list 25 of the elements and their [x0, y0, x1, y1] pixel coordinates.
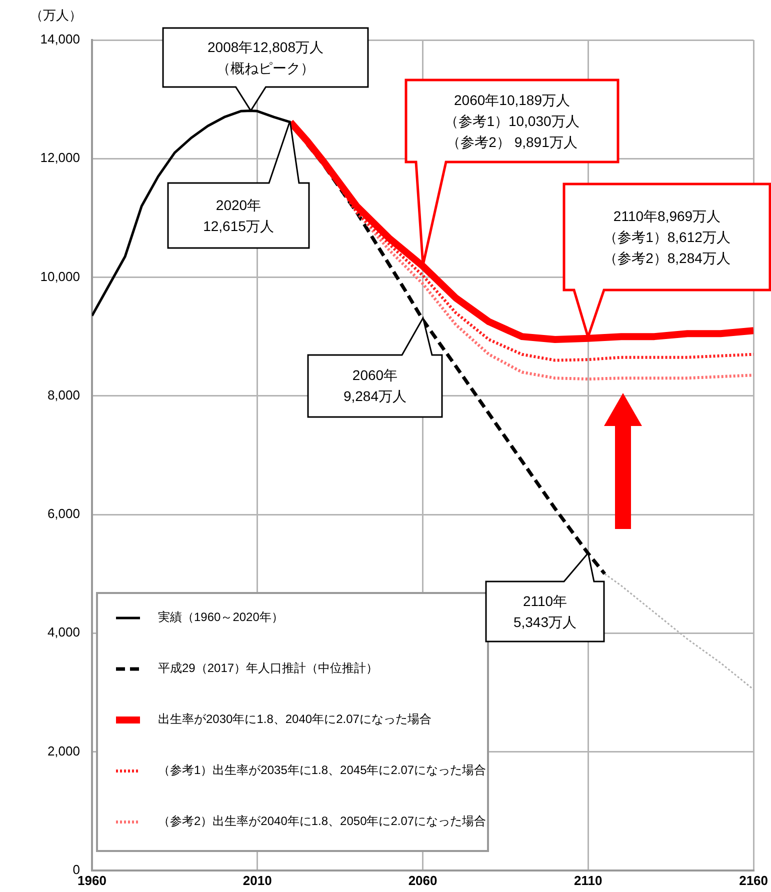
legend-label: （参考2）出生率が2040年に1.8、2050年に2.07になった場合	[158, 813, 486, 830]
annotation: 2060年10,189万人（参考1）10,030万人（参考2） 9,891万人	[444, 90, 580, 152]
x-tick-label: 2110	[574, 872, 602, 888]
annotation: 2110年5,343万人	[512, 592, 578, 632]
legend-label: 平成29（2017）年人口推計（中位推計）	[158, 660, 378, 678]
y-tick-label: 0	[72, 862, 80, 877]
y-tick-label: 10,000	[40, 268, 80, 284]
y-tick-label: 8,000	[47, 387, 80, 402]
y-tick-label: 4,000	[47, 624, 80, 640]
x-tick-label: 2010	[242, 872, 272, 888]
y-tick-label: 2,000	[47, 743, 80, 758]
legend-label: 実績（1960～2020年）	[158, 609, 284, 626]
y-tick-label: 12,000	[40, 150, 80, 166]
y-tick-label: 14,000	[40, 32, 80, 47]
x-tick-label: 2060	[408, 872, 438, 888]
annotation: 2008年12,808万人（概ねピーク）	[206, 38, 324, 78]
annotation: 2020年12,615万人	[202, 196, 275, 236]
annotation: 2060年9,284万人	[342, 366, 408, 406]
x-tick-label: 1960	[78, 872, 106, 888]
y-tick-label: 6,000	[47, 506, 80, 522]
legend-label: 出生率が2030年に1.8、2040年に2.07になった場合	[158, 711, 432, 728]
annotation: 2110年8,969万人（参考1）8,612万人（参考2）8,284万人	[602, 206, 732, 268]
x-tick-label: 2160	[739, 872, 768, 888]
legend-label: （参考1）出生率が2035年に1.8、2045年に2.07になった場合	[158, 762, 486, 780]
y-axis-title: （万人）	[30, 8, 82, 23]
